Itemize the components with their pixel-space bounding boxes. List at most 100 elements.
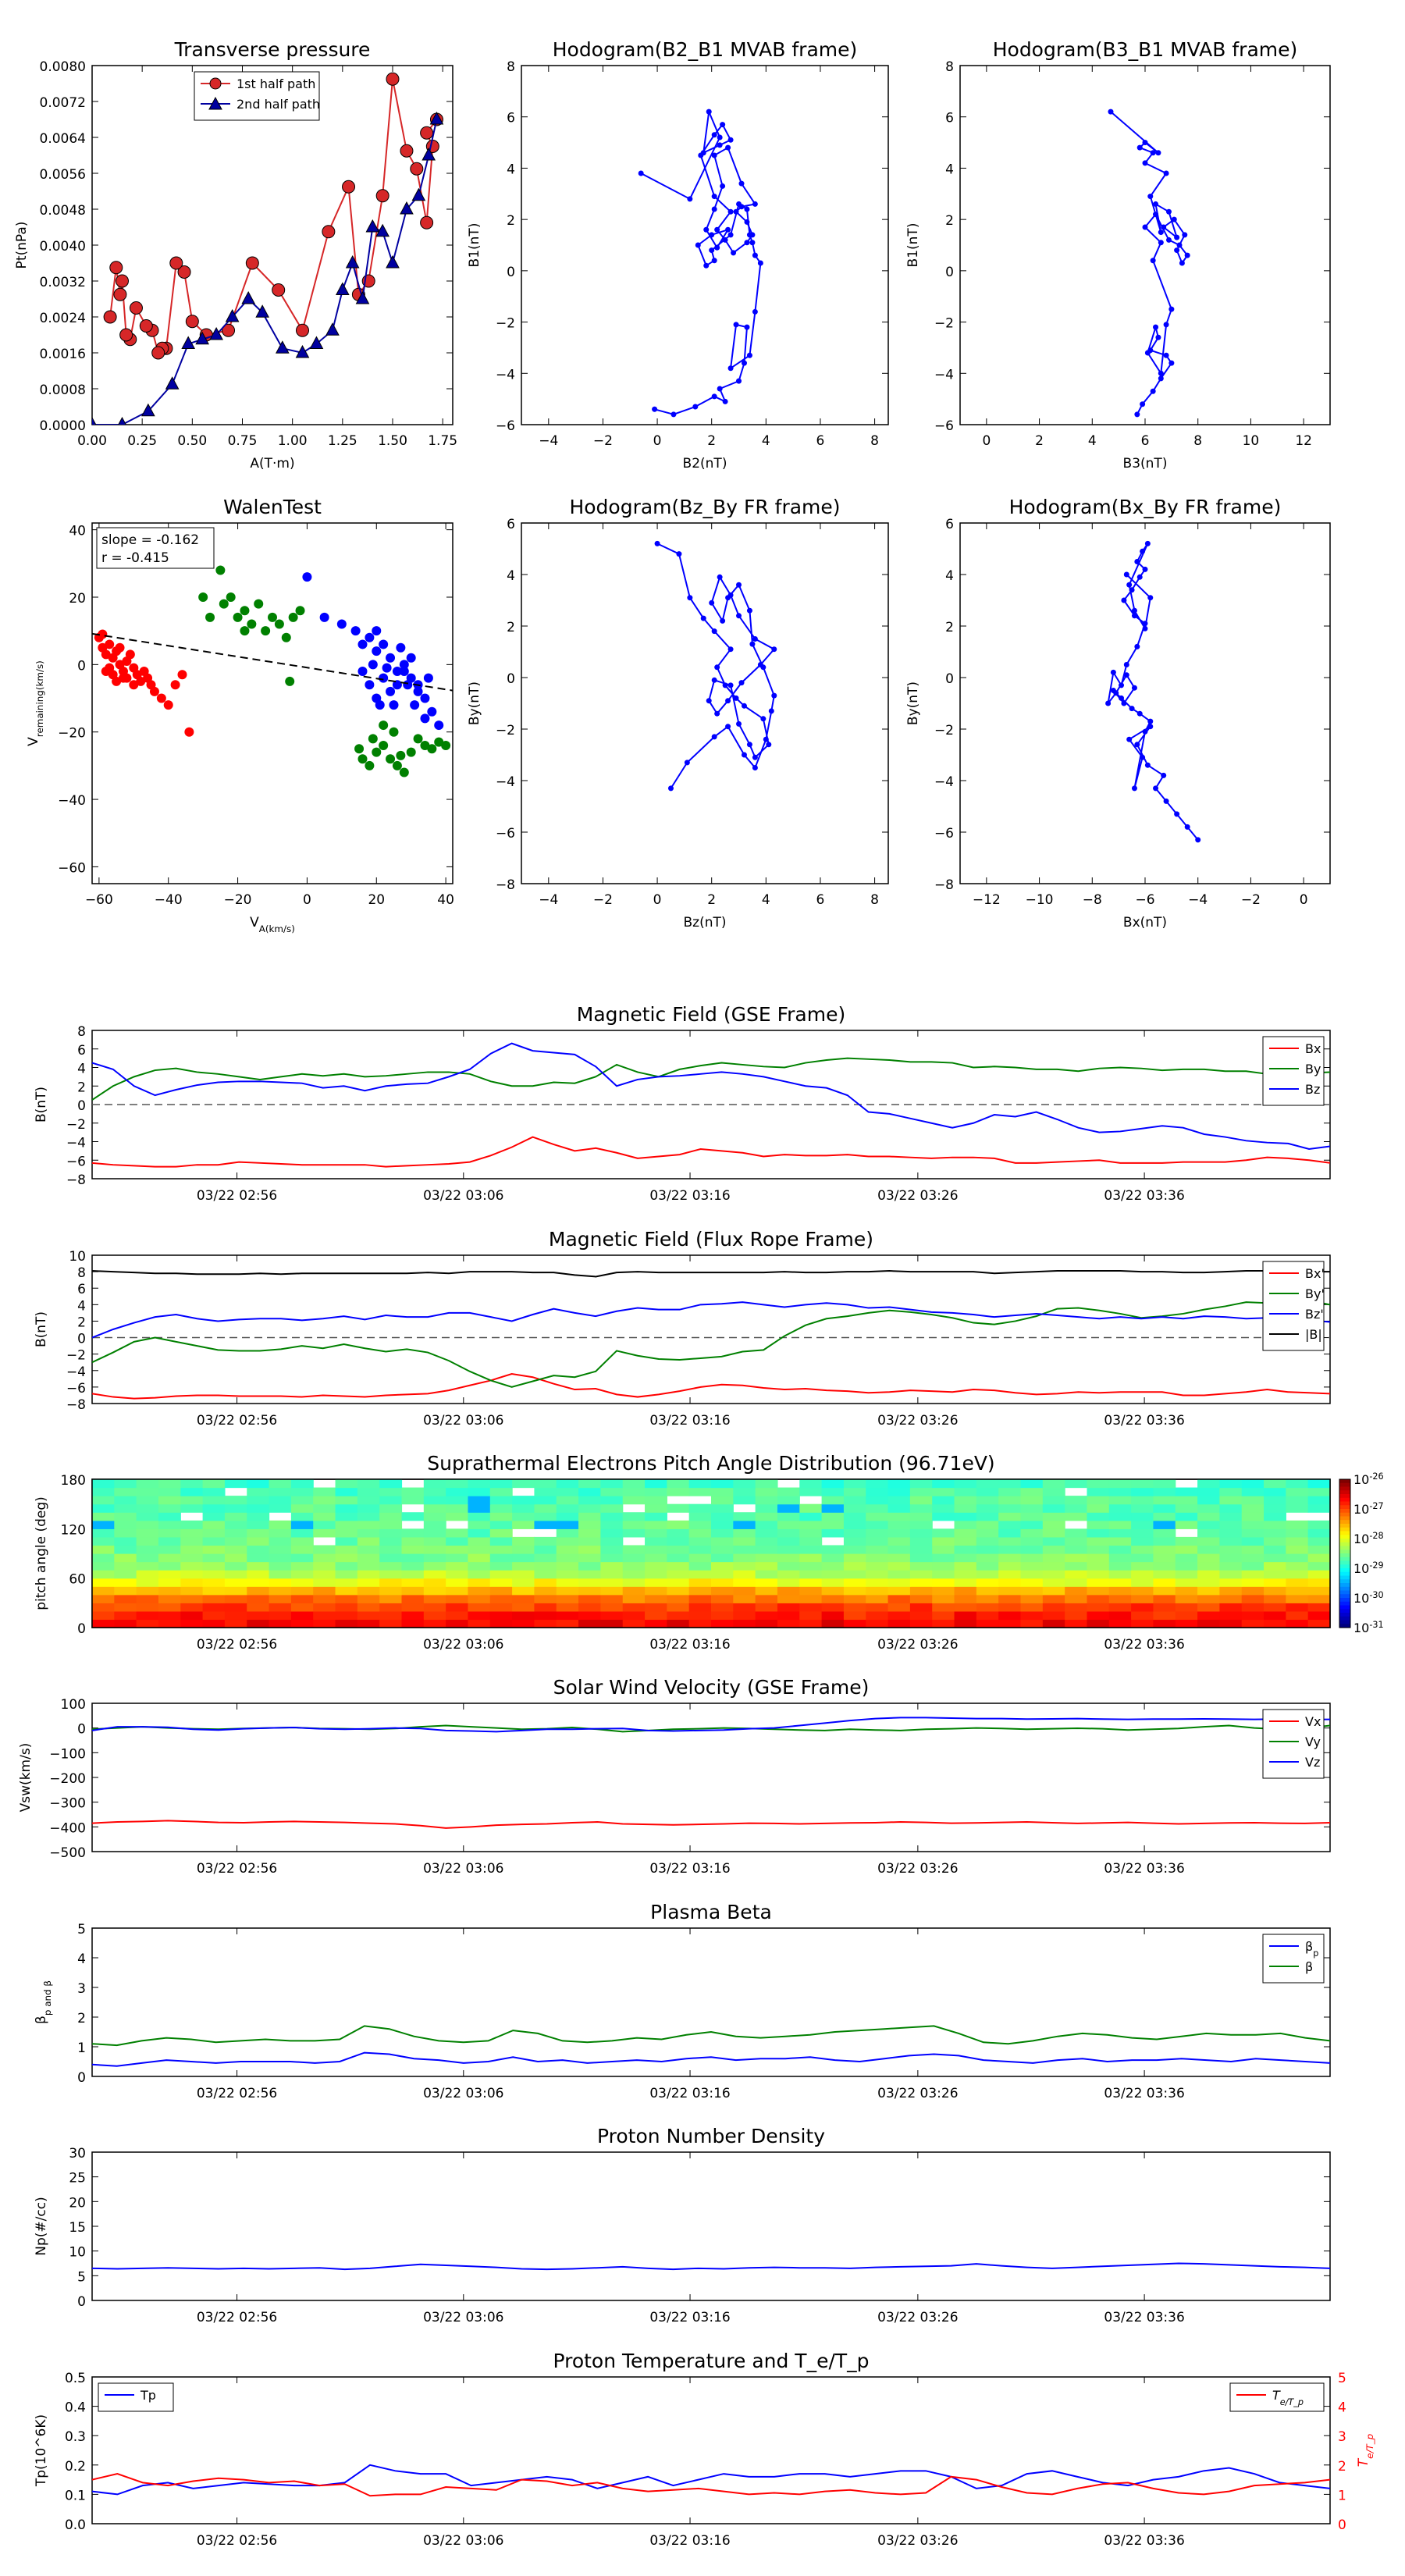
heatmap-cell	[821, 1594, 845, 1603]
heatmap-cell	[711, 1586, 734, 1596]
heatmap-cell	[1131, 1610, 1154, 1621]
chart-title: Magnetic Field (Flux Rope Frame)	[549, 1228, 873, 1251]
heatmap-cell	[1108, 1528, 1132, 1538]
heatmap-cell	[1264, 1619, 1286, 1628]
data-point	[177, 265, 191, 279]
colorbar-cell	[1339, 1542, 1350, 1547]
heatmap-cell	[1153, 1594, 1176, 1603]
xtick-label: −60	[85, 892, 113, 908]
legend-box	[98, 2382, 174, 2412]
heatmap-cell	[976, 1479, 999, 1489]
heatmap-cell	[1020, 1570, 1044, 1579]
heatmap-cell	[1131, 1520, 1154, 1529]
heatmap-cell	[247, 1520, 270, 1529]
heatmap-cell	[313, 1528, 336, 1538]
y-axis-label: B(nT)	[34, 1087, 49, 1123]
data-point	[1163, 170, 1169, 176]
heatmap-cell	[401, 1512, 425, 1521]
heatmap-cell	[446, 1528, 469, 1538]
heatmap-cell	[843, 1578, 866, 1587]
data-point	[725, 724, 731, 730]
heatmap-cell	[512, 1536, 535, 1546]
heatmap-cell	[512, 1545, 535, 1554]
data-point	[738, 680, 745, 686]
heatmap-cell	[688, 1578, 712, 1587]
heatmap-cell	[1042, 1479, 1065, 1489]
data-point	[1195, 837, 1201, 843]
heatmap-cell	[423, 1545, 446, 1554]
data-point	[1158, 375, 1164, 382]
heatmap-cell	[512, 1586, 535, 1596]
heatmap-cell	[622, 1553, 646, 1563]
heatmap-cell	[843, 1512, 866, 1521]
heatmap-cell	[423, 1594, 446, 1603]
heatmap-cell	[247, 1553, 270, 1563]
heatmap-cell	[1197, 1561, 1220, 1571]
heatmap-cell	[247, 1536, 270, 1546]
heatmap-cell	[667, 1487, 690, 1496]
data-point	[392, 666, 402, 676]
heatmap-cell	[733, 1586, 756, 1596]
text-part: 10	[1353, 1502, 1369, 1517]
xtick-label: −20	[224, 892, 252, 908]
xtick-label: −8	[1083, 892, 1102, 908]
heatmap-cell	[645, 1578, 667, 1587]
heatmap-cell	[600, 1520, 624, 1529]
heatmap-cell	[1286, 1603, 1309, 1612]
heatmap-cell	[799, 1586, 823, 1596]
heatmap-cell	[92, 1528, 115, 1538]
data-point	[399, 666, 409, 676]
heatmap-cell	[224, 1586, 247, 1596]
heatmap-cell	[733, 1520, 756, 1529]
heatmap-cell	[998, 1512, 1022, 1521]
heatmap-cell	[1219, 1553, 1243, 1563]
heatmap-cell	[600, 1578, 624, 1587]
heatmap-cell	[777, 1619, 800, 1628]
heatmap-cell	[290, 1512, 314, 1521]
heatmap-cell	[578, 1536, 601, 1546]
legend-label: βp	[1305, 1939, 1318, 1959]
heatmap-cell	[998, 1610, 1022, 1621]
colorbar-cell	[1339, 1501, 1350, 1506]
ytick-label: 4	[945, 568, 954, 584]
data-point	[711, 152, 717, 158]
heatmap-cell	[1264, 1503, 1286, 1513]
data-point	[752, 636, 758, 642]
text-part: 10	[1353, 1472, 1369, 1487]
heatmap-cell	[821, 1479, 845, 1489]
heatmap-cell	[821, 1487, 845, 1496]
series-line-Tp	[92, 2464, 1330, 2496]
data-point	[354, 744, 365, 754]
data-point	[738, 204, 745, 210]
heatmap-cell	[512, 1610, 535, 1621]
heatmap-cell	[357, 1578, 380, 1587]
colorbar-cell	[1339, 1579, 1350, 1584]
data-point	[399, 767, 409, 777]
ytick-label: −2	[66, 1348, 86, 1364]
heatmap-cell	[247, 1561, 270, 1571]
data-point	[1182, 232, 1188, 238]
chart-title: Hodogram(B3_B1 MVAB frame)	[993, 38, 1298, 61]
heatmap-cell	[468, 1603, 491, 1612]
heatmap-cell	[1020, 1496, 1044, 1505]
heatmap-cell	[711, 1536, 734, 1546]
heatmap-cell	[158, 1578, 181, 1587]
ytick-label: 180	[61, 1473, 86, 1489]
xtick-label: 2	[1035, 433, 1044, 449]
y-axis-label: By(nT)	[467, 681, 482, 725]
heatmap-cell	[1065, 1536, 1088, 1546]
data-point	[336, 282, 350, 295]
heatmap-cell	[600, 1496, 624, 1505]
data-point	[695, 242, 701, 248]
data-point	[325, 322, 340, 336]
heatmap-cell	[290, 1619, 314, 1628]
heatmap-cell	[1219, 1545, 1243, 1554]
chart-title: WalenTest	[223, 496, 322, 518]
heatmap-cell	[489, 1512, 513, 1521]
xtick-label: −10	[1026, 892, 1054, 908]
data-point	[711, 132, 717, 138]
heatmap-cell	[578, 1603, 601, 1612]
heatmap-cell	[1131, 1536, 1154, 1546]
heatmap-cell	[313, 1603, 336, 1612]
heatmap-cell	[1087, 1536, 1110, 1546]
